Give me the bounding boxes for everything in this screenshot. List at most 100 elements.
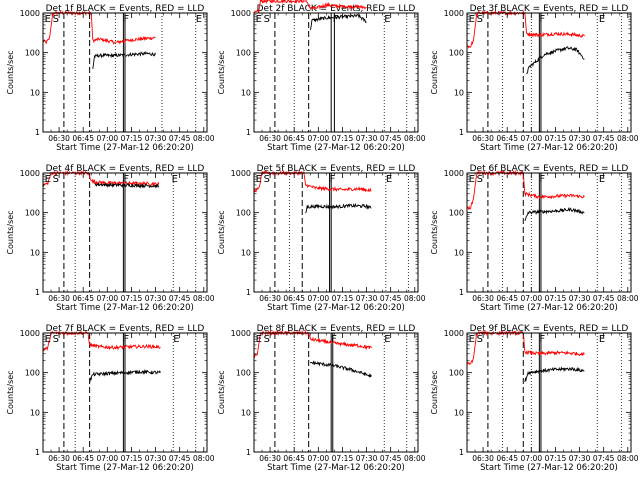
- x-axis-label: Start Time (27-Mar-12 06:20:20): [267, 143, 405, 153]
- panel-7: Det 7f BLACK = Events, RED = LLD 1 10 100 10…: [6, 324, 215, 473]
- y-axis-label: Counts/sec: [217, 210, 226, 254]
- x-tick-label: 07:30: [569, 294, 591, 303]
- series-lld-line: [253, 0, 367, 14]
- panel-title: Det 1f BLACK = Events, RED = LLD: [46, 4, 205, 14]
- event-marker-label: S: [264, 334, 270, 345]
- y-tick-label: 100: [236, 49, 251, 58]
- series-events-line: [94, 181, 160, 189]
- y-tick-label: 1: [246, 448, 251, 457]
- y-tick-label: 1: [459, 128, 464, 137]
- panel-title: Det 9f BLACK = Events, RED = LLD: [470, 324, 629, 334]
- x-tick-label: 06:30: [259, 454, 281, 463]
- y-tick-label: 1: [246, 128, 251, 137]
- x-tick-label: 07:30: [145, 134, 167, 143]
- x-tick-label: 07:30: [145, 294, 167, 303]
- panel-title: Det 5f BLACK = Events, RED = LLD: [257, 164, 416, 174]
- plot-frame: [42, 12, 208, 133]
- y-tick-label: 10: [454, 88, 464, 97]
- y-tick-label: 1000: [20, 9, 40, 18]
- y-axis-label: Counts/sec: [6, 370, 15, 414]
- x-tick-label: 07:15: [332, 134, 354, 143]
- x-tick-label: 07:00: [308, 454, 330, 463]
- event-marker-label: F: [539, 334, 545, 345]
- x-tick-label: 08:00: [617, 294, 639, 303]
- plot-frame: [42, 332, 208, 453]
- event-marker-label: E: [45, 174, 51, 185]
- plot-frame: [253, 12, 419, 133]
- x-tick-label: 08:00: [617, 454, 639, 463]
- series-events-line: [524, 366, 585, 383]
- x-tick-label: 07:15: [121, 294, 143, 303]
- series-lld-line: [253, 169, 372, 193]
- x-tick-label: 07:30: [356, 454, 378, 463]
- x-axis-label: Start Time (27-Mar-12 06:20:20): [56, 143, 194, 153]
- event-marker-label: E: [469, 14, 475, 25]
- y-axis-label: Counts/sec: [430, 370, 439, 414]
- x-tick-label: 07:45: [380, 454, 402, 463]
- panel-title: Det 3f BLACK = Events, RED = LLD: [470, 4, 629, 14]
- plot-frame: [466, 332, 632, 453]
- event-marker-label: E: [384, 334, 390, 345]
- series-events-line: [524, 206, 585, 221]
- x-tick-label: 07:00: [521, 134, 543, 143]
- x-tick-label: 07:00: [521, 294, 543, 303]
- plot-frame: [42, 172, 208, 293]
- x-tick-label: 07:15: [332, 294, 354, 303]
- x-tick-label: 07:45: [169, 294, 191, 303]
- y-tick-label: 10: [241, 248, 251, 257]
- y-tick-label: 1000: [231, 9, 251, 18]
- y-tick-label: 100: [25, 49, 40, 58]
- x-tick-label: 06:30: [48, 134, 70, 143]
- x-tick-label: 08:00: [404, 454, 426, 463]
- y-tick-label: 10: [454, 408, 464, 417]
- event-marker-label: F: [123, 174, 129, 185]
- series-events-line: [92, 50, 156, 69]
- y-tick-label: 10: [454, 248, 464, 257]
- event-marker-label: E: [172, 174, 178, 185]
- event-marker-label: E: [599, 334, 605, 345]
- panel-title: Det 6f BLACK = Events, RED = LLD: [470, 164, 629, 174]
- y-tick-label: 1: [35, 448, 40, 457]
- y-tick-label: 10: [241, 408, 251, 417]
- x-tick-label: 07:30: [145, 454, 167, 463]
- x-tick-label: 07:00: [308, 134, 330, 143]
- event-marker-label: S: [477, 174, 483, 185]
- y-tick-label: 10: [30, 248, 40, 257]
- y-axis-label: Counts/sec: [217, 50, 226, 94]
- y-tick-label: 100: [449, 49, 464, 58]
- event-marker-label: E: [256, 174, 262, 185]
- event-marker-label: S: [53, 334, 59, 345]
- x-tick-label: 06:45: [283, 454, 305, 463]
- y-tick-label: 1: [459, 288, 464, 297]
- panel-4: Det 4f BLACK = Events, RED = LLD 1 10 100 10…: [6, 164, 215, 313]
- y-tick-label: 1000: [231, 169, 251, 178]
- event-marker-label: S: [477, 14, 483, 25]
- y-tick-label: 1: [459, 448, 464, 457]
- y-axis-label: Counts/sec: [430, 50, 439, 94]
- x-tick-label: 08:00: [193, 454, 215, 463]
- x-tick-label: 07:45: [593, 454, 615, 463]
- series-lld-line: [466, 10, 585, 49]
- plot-frame: [466, 172, 632, 293]
- series-events-line: [305, 202, 372, 214]
- y-tick-label: 1000: [20, 329, 40, 338]
- x-axis-label: Start Time (27-Mar-12 06:20:20): [480, 303, 618, 313]
- x-tick-label: 06:30: [48, 294, 70, 303]
- event-marker-label: F: [333, 14, 339, 25]
- panel-5: Det 5f BLACK = Events, RED = LLD 1 10 100 10…: [217, 164, 426, 313]
- x-tick-label: 07:45: [169, 454, 191, 463]
- x-tick-label: 06:30: [472, 134, 494, 143]
- x-axis-label: Start Time (27-Mar-12 06:20:20): [480, 143, 618, 153]
- event-marker-label: S: [477, 334, 483, 345]
- event-marker-label: E: [386, 174, 392, 185]
- x-axis-label: Start Time (27-Mar-12 06:20:20): [480, 463, 618, 473]
- x-tick-label: 06:45: [496, 134, 518, 143]
- x-axis-label: Start Time (27-Mar-12 06:20:20): [56, 463, 194, 473]
- x-tick-label: 06:30: [48, 454, 70, 463]
- x-axis-label: Start Time (27-Mar-12 06:20:20): [56, 303, 194, 313]
- event-marker-label: E: [196, 14, 202, 25]
- y-tick-label: 1000: [231, 329, 251, 338]
- x-tick-label: 07:30: [356, 134, 378, 143]
- panel-title: Det 8f BLACK = Events, RED = LLD: [257, 324, 416, 334]
